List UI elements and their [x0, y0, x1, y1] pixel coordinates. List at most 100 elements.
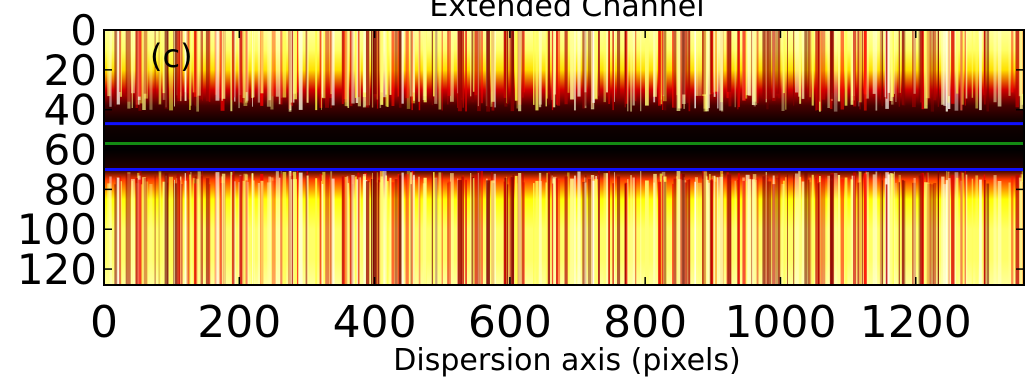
heatmap-streak: [245, 30, 247, 97]
heatmap-streak: [617, 176, 621, 285]
heatmap-streak: [624, 183, 626, 285]
heatmap-streak: [584, 182, 587, 285]
heatmap-streak: [752, 174, 757, 285]
heatmap-streak: [434, 30, 438, 104]
heatmap-streak: [377, 172, 379, 285]
heatmap-streak: [126, 30, 131, 102]
heatmap-streak: [184, 30, 187, 101]
heatmap-streak: [663, 181, 667, 285]
heatmap-streak: [709, 30, 713, 96]
heatmap-streak: [158, 171, 162, 285]
heatmap-streak: [762, 176, 766, 285]
heatmap-streak: [710, 180, 714, 285]
heatmap-streak: [945, 30, 948, 112]
heatmap-streak: [143, 30, 148, 94]
heatmap-streak: [114, 184, 117, 285]
heatmap-streak: [344, 30, 348, 107]
heatmap-streak: [188, 179, 190, 285]
heatmap-streak: [598, 30, 600, 97]
heatmap-streak: [380, 171, 384, 285]
heatmap-streak: [630, 30, 632, 112]
heatmap-streak: [186, 30, 190, 93]
heatmap-streak: [830, 30, 834, 99]
heatmap-streak: [887, 30, 890, 93]
heatmap-streak: [955, 30, 959, 94]
heatmap-streak: [756, 178, 759, 285]
heatmap-streak: [943, 30, 947, 106]
heatmap-streak: [837, 175, 841, 285]
heatmap-streak: [709, 30, 711, 95]
heatmap-streak: [765, 30, 767, 103]
heatmap-streak: [612, 30, 614, 111]
heatmap-streak: [587, 179, 592, 285]
heatmap-streak: [218, 178, 222, 285]
heatmap-streak: [785, 177, 787, 285]
plot-frame: [103, 29, 1025, 286]
heatmap-streak: [278, 177, 281, 285]
heatmap-streak: [1011, 176, 1014, 285]
heatmap-streak: [865, 30, 869, 99]
heatmap-streak: [186, 170, 190, 285]
heatmap-streak: [709, 179, 713, 285]
heatmap-streak: [252, 173, 253, 285]
heatmap-streak: [742, 30, 747, 101]
heatmap-streak: [632, 177, 635, 285]
heatmap-streak: [552, 178, 556, 285]
heatmap-streak: [933, 30, 937, 101]
heatmap-streak: [131, 30, 135, 94]
heatmap-streak: [119, 175, 122, 285]
heatmap-streak: [288, 171, 292, 285]
heatmap-streak: [162, 30, 166, 100]
heatmap-streak: [509, 178, 511, 285]
heatmap-streak: [190, 171, 192, 285]
heatmap-streak: [331, 178, 335, 285]
heatmap-streak: [472, 178, 475, 285]
heatmap-streak: [144, 181, 149, 285]
heatmap-streak: [143, 178, 148, 285]
heatmap-streak: [506, 30, 507, 104]
heatmap-streak: [778, 172, 781, 285]
heatmap-streak: [447, 30, 451, 96]
heatmap-streak: [717, 30, 719, 109]
heatmap-streak: [401, 172, 404, 285]
heatmap-streak: [785, 30, 787, 110]
heatmap-streak: [772, 30, 776, 101]
heatmap-streak: [703, 171, 708, 285]
heatmap-streak: [275, 171, 279, 285]
heatmap-streak: [865, 172, 869, 285]
heatmap-streak: [315, 30, 318, 111]
heatmap-streak: [438, 30, 442, 110]
heatmap-streak: [927, 30, 931, 99]
heatmap-streak: [270, 177, 274, 285]
heatmap-streak: [710, 30, 714, 93]
heatmap-streak: [252, 30, 255, 98]
heatmap-streak: [266, 30, 271, 107]
heatmap-streak: [592, 30, 595, 103]
heatmap-streak: [245, 30, 249, 103]
heatmap-streak: [457, 30, 462, 112]
heatmap-streak: [447, 181, 451, 285]
heatmap-streak: [321, 30, 322, 110]
x-tick-label: 200: [197, 297, 281, 348]
heatmap-streak: [564, 30, 568, 105]
heatmap-streak: [827, 30, 830, 108]
heatmap-streak: [697, 30, 702, 96]
heatmap-streak: [893, 171, 895, 285]
heatmap-streak: [713, 175, 716, 285]
heatmap-streak: [781, 184, 785, 285]
heatmap-streak: [190, 30, 192, 106]
heatmap-streak: [677, 30, 682, 109]
heatmap-streak: [288, 30, 292, 112]
heatmap-streak: [321, 30, 324, 98]
heatmap-streak: [737, 180, 739, 285]
heatmap-streak: [872, 174, 876, 285]
heatmap-streak: [574, 175, 576, 285]
heatmap-streak: [189, 30, 191, 110]
heatmap-streak: [159, 172, 161, 285]
heatmap-streak: [591, 30, 593, 109]
heatmap-streak: [373, 170, 377, 285]
heatmap-streak: [126, 173, 131, 285]
heatmap-streak: [964, 170, 966, 285]
heatmap-streak: [245, 30, 248, 93]
